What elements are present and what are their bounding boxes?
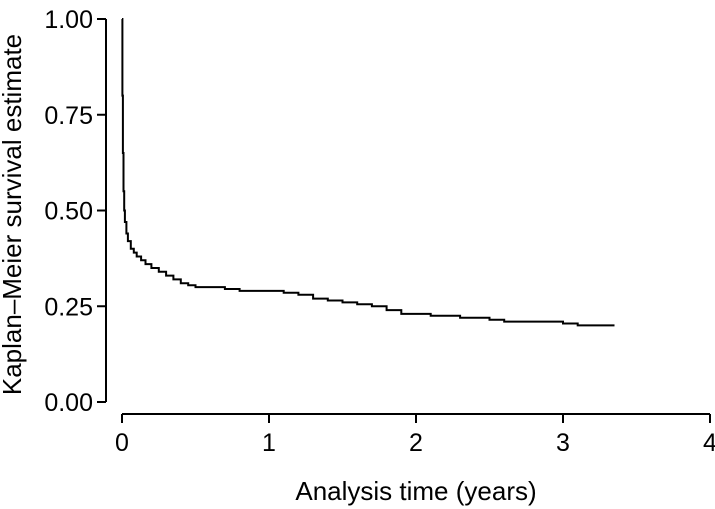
y-tick-label: 0.25	[44, 293, 93, 321]
x-tick-label: 4	[703, 429, 715, 457]
x-axis-label: Analysis time (years)	[295, 476, 536, 506]
x-tick-label: 0	[115, 429, 129, 457]
y-axis-label: Kaplan–Meier survival estimate	[0, 34, 27, 395]
axes	[105, 19, 710, 415]
x-ticks: 0 1 2 3 4	[115, 414, 715, 457]
x-tick-label: 3	[556, 429, 570, 457]
x-tick-label: 1	[262, 429, 276, 457]
y-tick-label: 0.00	[44, 389, 93, 417]
x-tick-label: 2	[409, 429, 423, 457]
survival-curve	[121, 18, 615, 327]
y-tick-label: 0.75	[44, 102, 93, 130]
y-ticks: 0.00 0.25 0.50 0.75 1.00	[44, 6, 106, 417]
y-tick-label: 0.50	[44, 198, 93, 226]
y-tick-label: 1.00	[44, 6, 93, 34]
